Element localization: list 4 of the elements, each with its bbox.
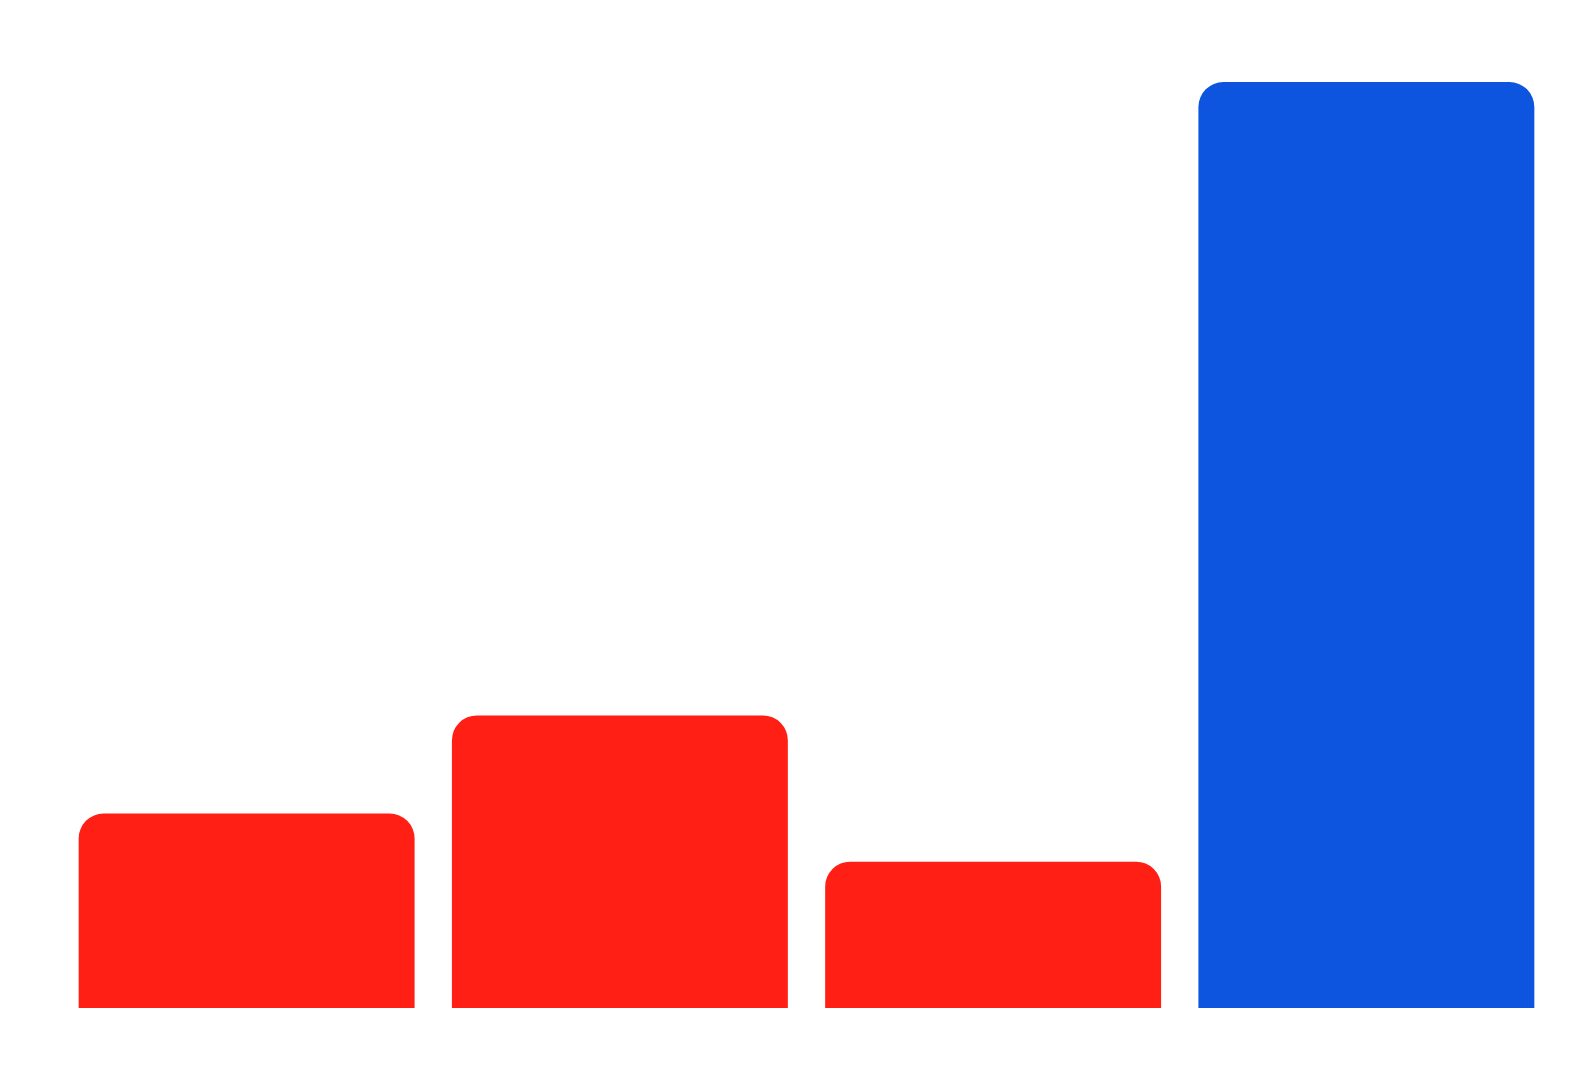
bar [825, 861, 1162, 1008]
bar [78, 813, 415, 1008]
bar [451, 715, 788, 1008]
bar [1198, 82, 1535, 1008]
